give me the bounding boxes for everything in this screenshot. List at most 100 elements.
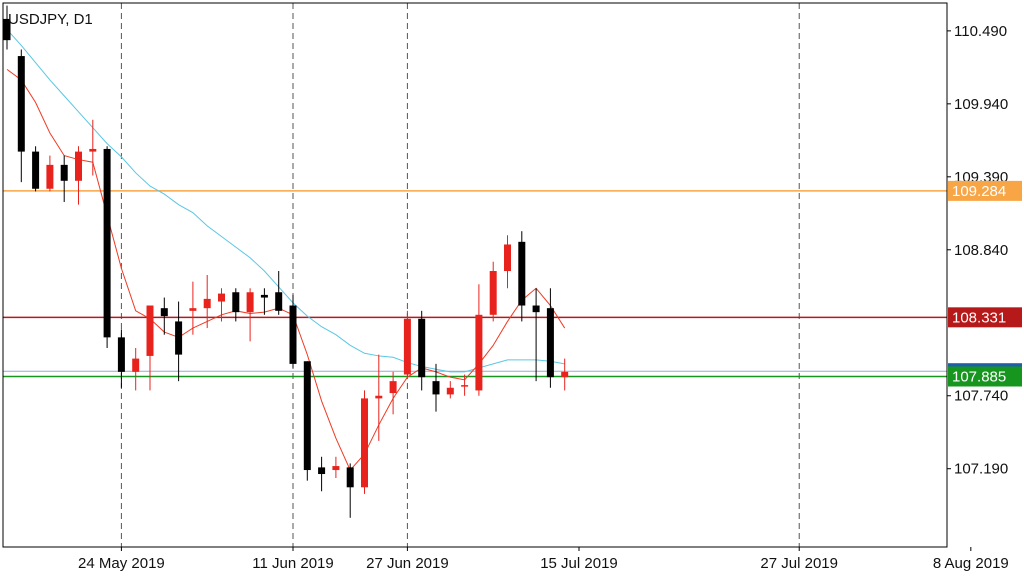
candle-body-20	[289, 305, 297, 364]
y-tick-label-1: 109.940	[954, 96, 1008, 113]
candle-body-17	[246, 292, 254, 313]
candle-14	[203, 275, 211, 329]
candle-32	[461, 374, 469, 396]
candle-19	[275, 271, 283, 315]
candle-body-19	[275, 292, 283, 311]
candle-25	[361, 390, 368, 494]
candle-16	[232, 288, 240, 322]
candle-body-0	[3, 18, 11, 41]
candle-body-30	[432, 381, 440, 395]
candle-body-29	[418, 318, 426, 378]
candle-24	[346, 463, 354, 518]
x-tick-label-5: 8 Aug 2019	[933, 555, 1009, 572]
candle-27	[389, 371, 397, 415]
plot-frame	[2, 2, 948, 548]
horizontal-levels	[3, 190, 947, 378]
candle-body-38	[546, 308, 554, 378]
candle-12	[175, 301, 183, 382]
candle-0	[3, 5, 11, 50]
candle-body-34	[489, 271, 497, 315]
candle-body-35	[504, 244, 511, 272]
candle-body-2	[32, 151, 40, 189]
candle-28	[403, 310, 411, 378]
candle-15	[218, 288, 225, 322]
candle-body-4	[60, 164, 68, 181]
candle-30	[432, 363, 440, 412]
chart-title: USDJPY, D1	[8, 11, 93, 28]
candle-5	[75, 146, 82, 205]
candle-body-16	[232, 292, 240, 313]
candle-body-23	[332, 466, 340, 471]
candle-2	[32, 146, 40, 192]
y-tick-label-0: 110.490	[954, 23, 1007, 40]
candle-18	[260, 288, 268, 315]
y-tick-label-3: 108.840	[954, 242, 1008, 259]
candle-35	[504, 235, 511, 289]
candle-37	[532, 288, 540, 382]
moving-averages	[6, 29, 566, 471]
candle-body-26	[375, 395, 383, 399]
candles	[3, 5, 569, 518]
candle-13	[189, 281, 197, 335]
candle-body-24	[346, 467, 354, 488]
candle-body-6	[89, 148, 97, 152]
candle-22	[318, 456, 326, 492]
candle-body-12	[175, 321, 183, 355]
candle-23	[332, 456, 340, 479]
date-separators	[120, 3, 800, 547]
candle-21	[303, 361, 311, 481]
candle-body-15	[218, 293, 225, 302]
candle-body-5	[75, 151, 82, 181]
candle-body-25	[361, 398, 368, 488]
candle-3	[46, 155, 54, 192]
level-label-box-2	[948, 366, 1022, 387]
candle-1	[17, 49, 25, 183]
candle-body-1	[17, 56, 25, 152]
candle-body-18	[260, 294, 268, 298]
candle-body-39	[561, 371, 569, 378]
candle-33	[475, 284, 483, 396]
y-tick-label-5: 107.190	[954, 461, 1008, 478]
level-label-box-0	[948, 180, 1022, 201]
candle-36	[518, 231, 526, 322]
candle-31	[446, 381, 454, 399]
candle-6	[89, 119, 97, 176]
x-axis: 24 May 2019 11 Jun 2019 27 Jun 2019 15 Jul …	[78, 547, 1009, 572]
candle-20	[289, 294, 297, 368]
candle-body-9	[132, 358, 140, 372]
candle-8	[117, 329, 125, 388]
candle-body-11	[160, 308, 168, 317]
candle-29	[418, 310, 426, 391]
level-label-text-1: 108.331	[952, 309, 1006, 326]
level-price-labels: 109.284 108.331 107.885	[948, 180, 1022, 387]
ma-fast-line	[6, 68, 566, 471]
candle-body-36	[518, 241, 526, 306]
x-tick-label-3: 15 Jul 2019	[540, 555, 618, 572]
candle-body-21	[303, 361, 311, 471]
x-tick-label-1: 11 Jun 2019	[252, 555, 333, 572]
candle-9	[132, 347, 140, 391]
x-tick-label-2: 27 Jun 2019	[366, 555, 449, 572]
candle-39	[561, 358, 569, 391]
y-tick-label-4: 107.740	[954, 388, 1008, 405]
candle-body-27	[389, 381, 397, 394]
candle-body-10	[146, 305, 154, 356]
candle-7	[103, 146, 111, 348]
candle-38	[546, 288, 554, 388]
candle-body-31	[446, 387, 454, 395]
candle-4	[60, 155, 68, 203]
candle-body-8	[117, 337, 125, 372]
candle-body-22	[318, 467, 326, 475]
level-label-box-1	[948, 307, 1022, 328]
candle-26	[375, 354, 383, 441]
candle-body-33	[475, 314, 483, 391]
level-label-text-0: 109.284	[952, 183, 1006, 200]
x-tick-label-4: 27 Jul 2019	[760, 555, 838, 572]
candle-11	[160, 297, 168, 335]
candle-body-7	[103, 148, 111, 338]
candle-body-13	[189, 308, 197, 311]
level-label-text-2: 107.885	[952, 369, 1006, 386]
